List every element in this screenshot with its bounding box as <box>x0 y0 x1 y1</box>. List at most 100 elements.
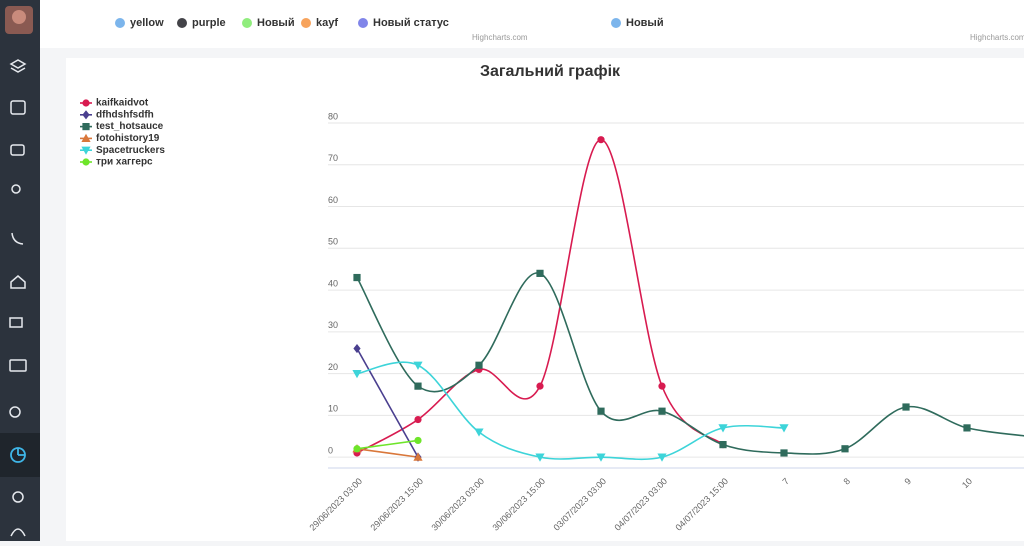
point <box>596 453 606 462</box>
top-charts: Highcharts.com Highcharts.com yellow purp… <box>40 0 1024 48</box>
point <box>718 424 728 433</box>
point <box>353 343 361 354</box>
legend-symbol <box>81 133 91 142</box>
legend-label[interactable]: kaifkaidvot <box>96 98 149 109</box>
x-tick-label: 30/06/2023 15:00 <box>490 476 547 533</box>
y-tick-label: 80 <box>328 111 338 121</box>
point <box>352 370 362 379</box>
legend-label[interactable]: fotohistory19 <box>96 133 160 144</box>
legend-symbol[interactable] <box>177 18 187 28</box>
x-tick-label: 04/07/2023 15:00 <box>673 476 730 533</box>
legend-symbol[interactable] <box>611 18 621 28</box>
icon-support[interactable] <box>10 528 26 537</box>
legend-symbol[interactable] <box>242 18 252 28</box>
icon-users[interactable] <box>11 184 21 194</box>
point <box>475 361 483 369</box>
chart-title: Загальний графік <box>480 63 621 80</box>
legend-label[interactable]: purple <box>192 17 226 29</box>
series-line <box>356 272 1024 455</box>
y-tick-label: 70 <box>328 153 338 163</box>
sidebar-icons <box>0 6 40 537</box>
legend-label[interactable]: Spacetruckers <box>96 145 165 156</box>
x-tick-label: 30/06/2023 03:00 <box>429 476 486 533</box>
y-tick-label: 0 <box>328 446 333 456</box>
legend-symbol <box>81 146 91 155</box>
chart: Загальний графік 0 10 20 30 40 50 60 70 80 29/06/… <box>80 63 1024 533</box>
point <box>536 269 544 277</box>
legend-symbol <box>82 110 90 120</box>
series-line <box>356 361 785 461</box>
series-line <box>356 138 724 454</box>
point <box>353 445 361 453</box>
point <box>902 403 910 411</box>
icon-layers[interactable] <box>9 59 27 73</box>
point <box>536 382 544 390</box>
legend-label[interactable]: Новый статус <box>373 17 449 29</box>
legend-label[interactable]: три хаггерс <box>96 157 153 168</box>
chart-card: Загальний графік 0 10 20 30 40 50 60 70 80 29/06/… <box>66 58 1024 541</box>
point <box>597 136 605 144</box>
series-line <box>356 348 419 458</box>
point <box>597 407 605 415</box>
icon-money[interactable] <box>9 359 27 372</box>
y-tick-label: 50 <box>328 237 338 247</box>
x-tick-label: 8 <box>841 476 852 487</box>
legend-symbol[interactable] <box>358 18 368 28</box>
point <box>658 407 666 415</box>
legend-label[interactable]: dfhdshfsdfh <box>96 109 154 120</box>
point <box>414 382 422 390</box>
legend-label[interactable]: kayf <box>316 17 338 29</box>
icon-analytics-hand <box>17 448 25 456</box>
avatar-face <box>12 10 26 24</box>
point <box>657 453 667 462</box>
legend-label[interactable]: yellow <box>130 17 164 29</box>
sidebar <box>0 0 40 541</box>
legend-symbol <box>82 158 90 166</box>
point <box>779 424 789 433</box>
point <box>413 452 423 461</box>
point <box>414 436 422 445</box>
x-tick-label: 9 <box>902 476 913 487</box>
credit[interactable]: Highcharts.com <box>970 33 1024 42</box>
icon-settings[interactable] <box>12 491 24 503</box>
y-tick-label: 20 <box>328 362 338 372</box>
legend-symbol <box>82 99 90 107</box>
x-tick-label: 7 <box>780 476 791 487</box>
x-tick-label: 11 <box>1021 476 1024 490</box>
point <box>841 445 849 453</box>
legend-label[interactable]: Новый <box>257 17 295 29</box>
point <box>535 453 545 462</box>
x-tick-label: 03/07/2023 03:00 <box>551 476 608 533</box>
y-tick-label: 60 <box>328 195 338 205</box>
legend-symbol[interactable] <box>301 18 311 28</box>
legend-symbol[interactable] <box>115 18 125 28</box>
icon-phone[interactable] <box>11 232 24 245</box>
icon-truck[interactable] <box>9 317 23 328</box>
x-tick-label: 29/06/2023 15:00 <box>368 476 425 533</box>
series-line <box>356 439 419 450</box>
x-tick-label: 10 <box>960 476 974 490</box>
point <box>414 415 422 424</box>
legend-label[interactable]: test_hotsauce <box>96 121 164 132</box>
icon-groups[interactable] <box>9 406 21 418</box>
legend-symbol <box>82 123 90 131</box>
point <box>474 428 484 437</box>
point <box>353 273 361 282</box>
y-tick-label: 40 <box>328 278 338 288</box>
point <box>780 449 788 457</box>
point <box>719 441 727 449</box>
series-line <box>356 447 419 458</box>
point <box>963 424 971 432</box>
icon-calendar[interactable] <box>10 100 26 115</box>
x-tick-label: 04/07/2023 03:00 <box>612 476 669 533</box>
y-tick-label: 10 <box>328 404 338 414</box>
top-legends: Highcharts.com Highcharts.com yellow purp… <box>115 17 1024 42</box>
point <box>413 361 423 370</box>
legend-label[interactable]: Новый <box>626 17 664 29</box>
point <box>658 382 666 390</box>
y-tick-label: 30 <box>328 320 338 330</box>
icon-home[interactable] <box>10 275 26 289</box>
credit[interactable]: Highcharts.com <box>472 33 528 42</box>
icon-chat[interactable] <box>10 144 25 156</box>
